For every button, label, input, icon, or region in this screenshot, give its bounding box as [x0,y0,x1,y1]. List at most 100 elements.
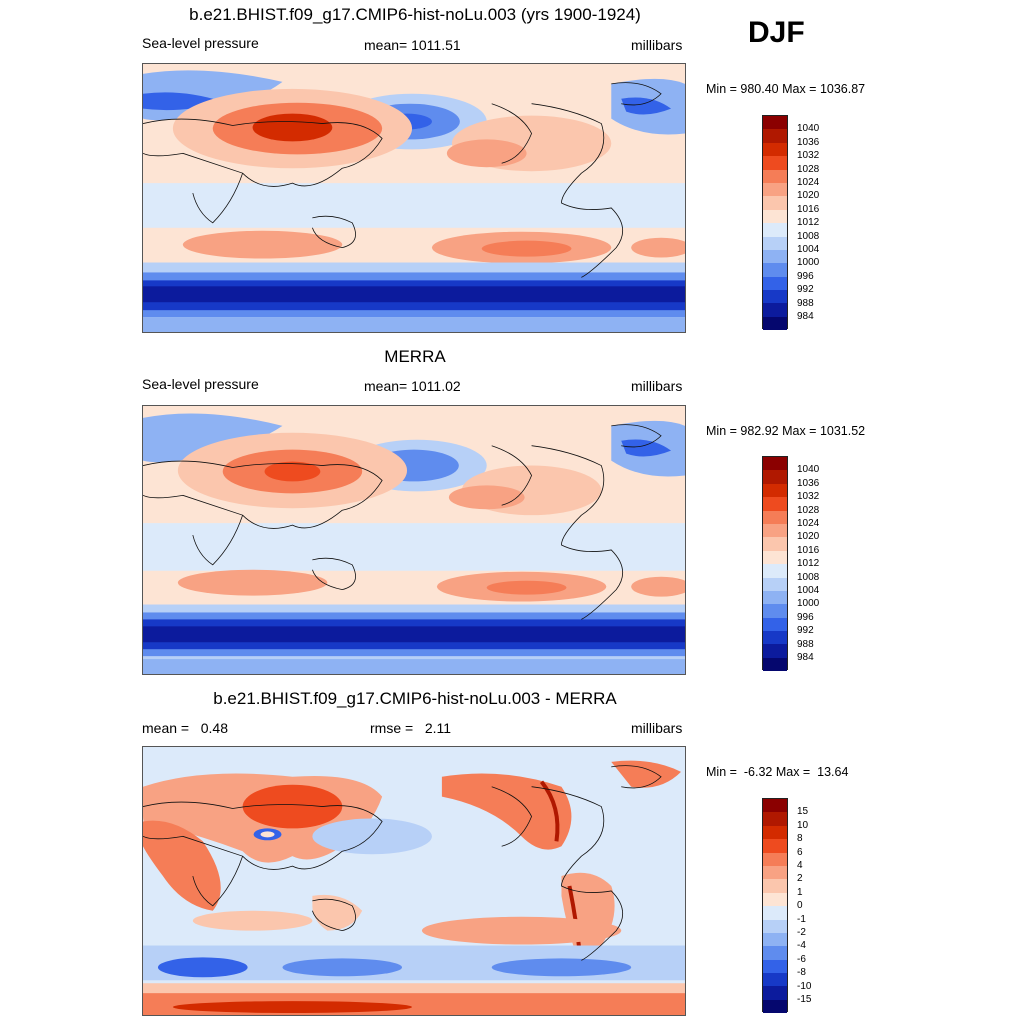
panel-2-variable-label: Sea-level pressure [142,376,259,392]
colorbar-1-swatch [763,290,787,304]
panel-1-variable-label: Sea-level pressure [142,35,259,51]
colorbar-2-tick: 988 [797,638,814,650]
colorbar-3-swatch [763,865,787,880]
colorbar-3-swatch [763,839,787,853]
colorbar-2-swatch [763,483,787,498]
colorbar-3-swatch [763,825,787,840]
colorbar-3-tick: 10 [797,819,809,831]
colorbar-1-tick: 1016 [797,203,820,215]
colorbar-3-tick: 6 [797,846,803,858]
colorbar-3-swatch [763,812,787,826]
colorbar-3-swatch [763,919,787,933]
colorbar-3-swatch [763,946,787,960]
panel-1-minmax: Min = 980.40 Max = 1036.87 [706,82,866,96]
panel-3-minmax: Min = -6.32 Max = 13.64 [706,765,849,779]
panel-2-minmax: Min = 982.92 Max = 1031.52 [706,424,866,438]
colorbar-3-swatch [763,799,787,813]
panel-3-mean-label: mean = 0.48 [142,720,229,736]
colorbar-3-tick: -4 [797,940,806,952]
colorbar-3-tick: 8 [797,833,803,845]
colorbar-3-tick: 15 [797,806,809,818]
colorbar-1-tick: 992 [797,284,814,296]
difference-colorbar: 15 10 8 6 4 2 1 0 -1 -2 -4 -6 -8 -10 -15 [762,798,811,1014]
colorbar-1-swatch [763,303,787,317]
pressure-colorbar-2: 1040 1036 1032 1028 1024 1020 1016 1012 … [762,456,819,672]
colorbar-1-swatch [763,316,787,331]
colorbar-3-tick: 0 [797,900,803,912]
colorbar-3-swatch [763,959,787,974]
colorbar-3-swatch [763,879,787,893]
panel-2-map [142,405,686,675]
colorbar-1-tick: 1032 [797,150,820,162]
colorbar-1-tick: 988 [797,297,814,309]
colorbar-1-tick: 996 [797,270,814,282]
colorbar-1-tick: 1040 [797,123,820,135]
colorbar-3-tick: -1 [797,913,806,925]
colorbar-2-swatch [763,550,787,565]
colorbar-2-swatch [763,564,787,578]
colorbar-2-swatch [763,604,787,618]
colorbar-3-swatch [763,892,787,907]
colorbar-3-swatch [763,986,787,1000]
colorbar-3-tick: 2 [797,873,803,885]
colorbar-2-swatch [763,657,787,672]
colorbar-2-tick: 1020 [797,531,820,543]
colorbar-2-tick: 1000 [797,598,820,610]
colorbar-1-tick: 1020 [797,190,820,202]
colorbar-3-tick: -8 [797,967,806,979]
colorbar-1-swatch [763,129,787,143]
colorbar-2-tick: 996 [797,611,814,623]
colorbar-3-swatch [763,973,787,987]
colorbar-3-swatch [763,932,787,947]
colorbar-2-swatch [763,644,787,658]
pressure-colorbar-1: 1040 1036 1032 1028 1024 1020 1016 1012 … [762,115,819,331]
panel-3-units-label: millibars [631,720,683,736]
colorbar-3-tick: -6 [797,953,806,965]
colorbar-2-tick: 1028 [797,504,820,516]
colorbar-2-swatch [763,577,787,591]
colorbar-1-swatch [763,182,787,197]
colorbar-1-swatch [763,276,787,291]
colorbar-2-tick: 1008 [797,571,820,583]
colorbar-3-swatch [763,999,787,1014]
colorbar-2-tick: 984 [797,652,814,663]
colorbar-2-swatch [763,470,787,484]
colorbar-2-swatch [763,617,787,632]
colorbar-1-tick: 984 [797,311,814,322]
colorbar-2-swatch [763,590,787,605]
colorbar-2-swatch [763,537,787,551]
colorbar-2-tick: 992 [797,625,814,637]
colorbar-2-tick: 1040 [797,464,820,476]
colorbar-2-tick: 1036 [797,477,820,489]
colorbar-2-tick: 1004 [797,585,820,596]
colorbar-3-tick: 1 [797,886,803,898]
colorbar-2-swatch [763,497,787,511]
colorbar-1-tick: 1028 [797,163,820,175]
colorbar-2-tick: 1012 [797,558,820,570]
colorbar-1-swatch [763,236,787,250]
panel-1-title: b.e21.BHIST.f09_g17.CMIP6-hist-noLu.003 … [189,5,641,24]
colorbar-1-tick: 1000 [797,257,820,269]
colorbar-1-tick: 1008 [797,230,820,242]
season-label: DJF [748,16,805,49]
colorbar-1-swatch [763,249,787,264]
colorbar-2-swatch [763,510,787,524]
colorbar-3-tick: -10 [797,980,812,992]
colorbar-1-tick: 1004 [797,244,820,255]
panel-2-mean-label: mean= 1011.02 [364,378,461,394]
panel-3-map [142,746,686,1016]
colorbar-1-swatch [763,263,787,277]
colorbar-1-tick: 1036 [797,136,820,148]
colorbar-1-tick: 1012 [797,217,820,229]
colorbar-3-tick: 4 [797,860,803,871]
colorbar-2-swatch [763,457,787,471]
colorbar-1-tick: 1024 [797,177,820,188]
colorbar-1-swatch [763,142,787,157]
colorbar-2-swatch [763,523,787,538]
colorbar-3-swatch [763,852,787,866]
colorbar-1-swatch [763,156,787,170]
colorbar-2-tick: 1024 [797,518,820,529]
panel-3-rmse-label: rmse = 2.11 [370,720,452,736]
colorbar-1-swatch [763,223,787,237]
colorbar-3-tick: -2 [797,927,806,938]
